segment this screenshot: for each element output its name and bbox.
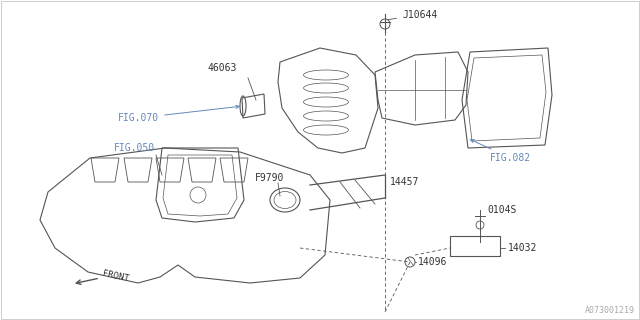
Text: FIG.050: FIG.050 (114, 143, 155, 153)
Text: FIG.070: FIG.070 (118, 105, 239, 123)
Text: FIG.082: FIG.082 (470, 140, 531, 163)
Text: 46063: 46063 (208, 63, 237, 73)
Text: 14096: 14096 (418, 257, 447, 267)
Text: FRONT: FRONT (102, 269, 130, 283)
Text: J10644: J10644 (388, 10, 437, 20)
Text: 0104S: 0104S (487, 205, 516, 215)
Text: F9790: F9790 (255, 173, 284, 183)
Text: 14457: 14457 (390, 177, 419, 187)
Text: A073001219: A073001219 (585, 306, 635, 315)
Text: 14032: 14032 (508, 243, 538, 253)
Bar (450, 236, 500, 256)
